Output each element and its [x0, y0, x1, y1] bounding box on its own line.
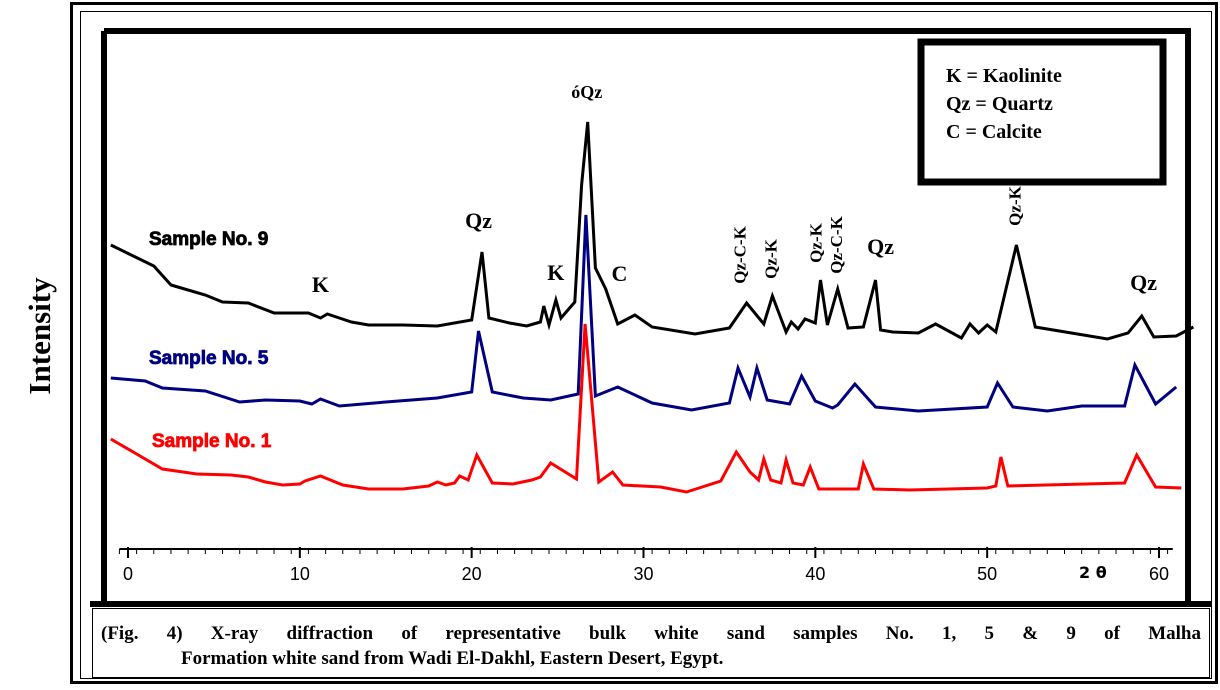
x-tick-label: 20: [462, 564, 482, 584]
caption-line-2: Formation white sand from Wadi El-Dakhl,…: [181, 648, 724, 669]
peak-label: Qz-K: [1006, 185, 1025, 225]
series-label-sample-9: Sample No. 9: [149, 229, 268, 250]
series-line-2: [110, 323, 1182, 494]
series-label-sample-5: Sample No. 5: [149, 348, 269, 369]
legend-box: [917, 38, 1167, 186]
peak-label: Qz: [1130, 270, 1157, 295]
legend-item: K = Kaolinite: [946, 65, 1062, 87]
outer-frame: [70, 2, 1218, 684]
series-line-0: [110, 121, 1195, 341]
peak-label: C: [611, 261, 627, 286]
series-group: [110, 121, 1195, 494]
peak-label: Qz-K: [806, 222, 825, 262]
peak-label: óQz: [571, 82, 602, 102]
peak-label: Qz-K: [762, 238, 781, 278]
x-tick-label: 30: [633, 564, 653, 584]
caption-line-1: (Fig. 4) X-ray diffraction of representa…: [101, 623, 1201, 644]
peak-label: Qz-C-K: [827, 215, 846, 273]
x-tick-label: 10: [290, 564, 310, 584]
peak-label: Qz: [867, 234, 894, 259]
peak-label: Qz: [465, 208, 492, 233]
figure-caption: (Fig. 4) X-ray diffraction of representa…: [92, 608, 1210, 678]
legend-item: C = Calcite: [946, 121, 1042, 143]
legend-item: Qz = Quartz: [946, 93, 1053, 115]
x-tick-label: 50: [977, 564, 997, 584]
series-label-sample-1: Sample No. 1: [152, 431, 272, 452]
x-tick-label: 40: [805, 564, 825, 584]
x-tick-label: 0: [123, 564, 133, 584]
series-line-1: [110, 214, 1178, 413]
peak-label: K: [547, 260, 564, 285]
x-axis-label: 2 θ: [1079, 563, 1107, 582]
x-axis: 0 10 20 30 40 50 60: [118, 547, 1173, 584]
x-tick-label: 60: [1149, 564, 1169, 584]
peak-label: Qz-C-K: [731, 225, 750, 283]
inner-frame: [80, 11, 1212, 679]
peak-label: K: [312, 272, 329, 297]
